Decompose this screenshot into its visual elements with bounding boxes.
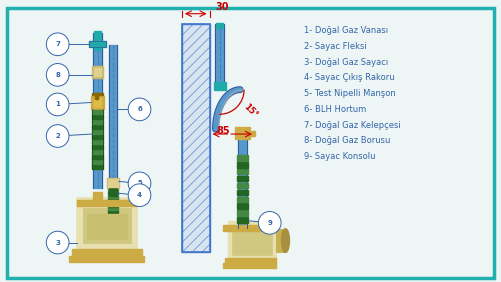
Bar [223, 263, 276, 268]
Bar [92, 159, 103, 164]
Bar [92, 155, 103, 159]
Text: 1: 1 [55, 102, 60, 107]
Bar [83, 208, 131, 243]
Bar [92, 92, 103, 94]
Bar [109, 45, 117, 213]
Bar [108, 207, 118, 210]
Bar [89, 41, 106, 47]
Bar [92, 120, 103, 124]
Bar [237, 204, 248, 209]
Text: 6- BLH Hortum: 6- BLH Hortum [304, 105, 367, 114]
Bar [276, 229, 286, 252]
Text: 9- Sayac Konsolu: 9- Sayac Konsolu [304, 152, 376, 161]
Text: 30: 30 [215, 2, 229, 12]
Bar [237, 155, 248, 161]
Text: 4: 4 [137, 192, 142, 198]
Bar [73, 250, 141, 257]
Text: 85: 85 [216, 126, 230, 136]
Bar [108, 210, 118, 213]
Bar [237, 176, 248, 181]
Text: 9: 9 [268, 220, 272, 226]
Text: 5: 5 [137, 180, 142, 186]
Text: 6: 6 [137, 106, 142, 113]
Bar [182, 24, 209, 252]
Bar [92, 130, 103, 134]
Text: 7- Doğal Gaz Kelepçesi: 7- Doğal Gaz Kelepçesi [304, 121, 401, 130]
Text: 1- Doğal Gaz Vanası: 1- Doğal Gaz Vanası [304, 26, 388, 35]
Bar [237, 197, 248, 202]
Bar [91, 96, 104, 109]
Text: 4- Sayac Çıkış Rakoru: 4- Sayac Çıkış Rakoru [304, 73, 395, 82]
Bar [108, 195, 118, 197]
Bar [94, 68, 101, 76]
Bar [238, 129, 247, 228]
Bar [109, 188, 117, 196]
Bar [92, 140, 103, 144]
Bar [94, 98, 101, 107]
Bar [93, 34, 102, 188]
Bar [249, 131, 255, 136]
Bar [92, 149, 103, 154]
Bar [108, 198, 118, 201]
Bar [92, 145, 103, 149]
Bar [228, 221, 276, 260]
Bar [92, 164, 103, 169]
Bar [223, 225, 276, 231]
Bar [77, 198, 137, 252]
Bar [95, 92, 98, 98]
Bar [87, 214, 127, 239]
Text: 8: 8 [55, 72, 60, 78]
Bar [94, 38, 101, 50]
Bar [225, 258, 276, 264]
Text: 7: 7 [55, 41, 60, 47]
Bar [92, 115, 103, 119]
Bar [237, 169, 248, 175]
Bar [107, 179, 119, 188]
Bar [108, 201, 118, 204]
Text: 15°: 15° [241, 102, 259, 119]
Bar [92, 110, 103, 114]
Bar [213, 82, 226, 90]
Bar [235, 127, 250, 139]
Bar [182, 24, 209, 252]
Bar [237, 190, 248, 195]
Bar [108, 189, 118, 191]
Bar [237, 210, 248, 216]
Ellipse shape [282, 229, 290, 252]
Bar [93, 192, 102, 200]
Bar [237, 217, 248, 223]
Bar [92, 125, 103, 129]
Text: 5- Test Nipelli Manşon: 5- Test Nipelli Manşon [304, 89, 396, 98]
Bar [237, 162, 248, 168]
Bar [94, 32, 101, 38]
Text: 3- Doğal Gaz Sayacı: 3- Doğal Gaz Sayacı [304, 58, 388, 67]
Bar [215, 24, 224, 85]
Bar [108, 204, 118, 207]
Text: 3: 3 [55, 239, 60, 246]
Bar [89, 41, 106, 47]
Bar [92, 135, 103, 139]
Bar [108, 179, 118, 187]
Bar [70, 256, 144, 262]
Bar [92, 66, 103, 78]
Bar [216, 23, 223, 28]
Bar [77, 200, 137, 206]
Bar [237, 183, 248, 188]
Text: 2: 2 [55, 133, 60, 139]
Text: 2- Sayac Fleksi: 2- Sayac Fleksi [304, 42, 367, 51]
Bar [108, 192, 118, 195]
Bar [232, 228, 272, 255]
Text: 8- Doğal Gaz Borusu: 8- Doğal Gaz Borusu [304, 136, 391, 146]
